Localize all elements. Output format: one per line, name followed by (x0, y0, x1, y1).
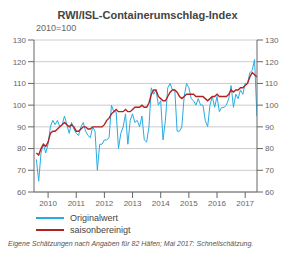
svg-text:100: 100 (265, 101, 279, 110)
html-text:Originalwert: Originalwert (70, 213, 118, 223)
html-text:2010=100: 2010=100 (36, 23, 77, 33)
svg-text:2015: 2015 (180, 199, 198, 208)
svg-text:90: 90 (17, 123, 26, 132)
svg-text:80: 80 (17, 144, 26, 153)
svg-text:130: 130 (13, 36, 27, 45)
svg-text:110: 110 (13, 79, 26, 88)
svg-text:2014: 2014 (152, 199, 170, 208)
svg-text:2016: 2016 (208, 199, 226, 208)
svg-text:90: 90 (265, 123, 274, 132)
svg-text:110: 110 (265, 79, 278, 88)
svg-text:2012: 2012 (95, 199, 113, 208)
svg-text:80: 80 (265, 144, 274, 153)
svg-text:130: 130 (265, 36, 279, 45)
svg-text:2011: 2011 (68, 199, 86, 208)
svg-text:70: 70 (265, 166, 274, 175)
html-text:saisonbereinigt: saisonbereinigt (70, 225, 131, 235)
svg-text:2017: 2017 (236, 199, 254, 208)
svg-text:2013: 2013 (124, 199, 142, 208)
html-text:RWI/ISL-Containerumschlag-Inde: RWI/ISL-Containerumschlag-Index (57, 9, 238, 21)
svg-text:60: 60 (265, 188, 274, 197)
svg-text:100: 100 (13, 101, 27, 110)
svg-text:120: 120 (265, 58, 279, 67)
svg-text:60: 60 (17, 188, 26, 197)
svg-text:2010: 2010 (39, 199, 57, 208)
html-text:Eigene Schätzungen nach Angabe: Eigene Schätzungen nach Angaben für 82 H… (8, 240, 254, 247)
svg-text:120: 120 (13, 58, 27, 67)
svg-text:70: 70 (17, 166, 26, 175)
